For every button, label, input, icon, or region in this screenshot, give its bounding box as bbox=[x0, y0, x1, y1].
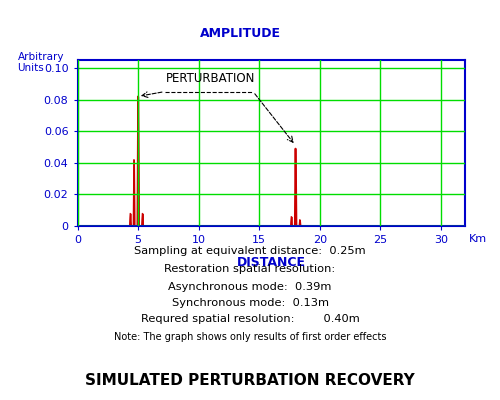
Text: PERTURBATION: PERTURBATION bbox=[166, 72, 256, 85]
Text: Km: Km bbox=[469, 234, 487, 244]
Text: Arbitrary
Units: Arbitrary Units bbox=[18, 52, 64, 73]
Text: Requred spatial resolution:        0.40m: Requred spatial resolution: 0.40m bbox=[140, 314, 360, 324]
Text: Asynchronous mode:  0.39m: Asynchronous mode: 0.39m bbox=[168, 282, 332, 292]
Text: AMPLITUDE: AMPLITUDE bbox=[200, 27, 281, 40]
Text: Restoration spatial resolution:: Restoration spatial resolution: bbox=[164, 264, 336, 274]
Text: Sampling at equivalent distance:  0.25m: Sampling at equivalent distance: 0.25m bbox=[134, 246, 366, 256]
Text: Note: The graph shows only results of first order effects: Note: The graph shows only results of fi… bbox=[114, 332, 386, 342]
Text: SIMULATED PERTURBATION RECOVERY: SIMULATED PERTURBATION RECOVERY bbox=[85, 373, 415, 388]
Text: DISTANCE: DISTANCE bbox=[237, 256, 306, 269]
Text: Synchronous mode:  0.13m: Synchronous mode: 0.13m bbox=[172, 298, 328, 308]
